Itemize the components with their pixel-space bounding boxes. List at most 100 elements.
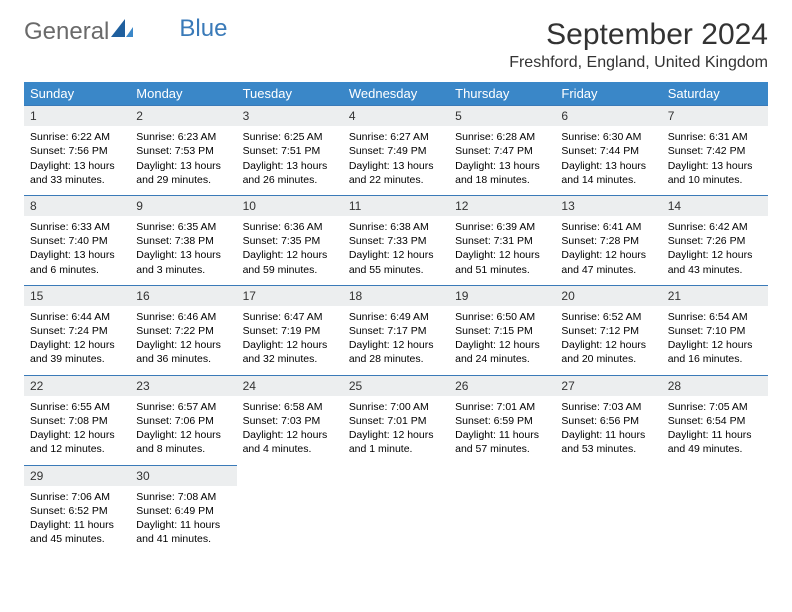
calendar-row: 29Sunrise: 7:06 AMSunset: 6:52 PMDayligh… xyxy=(24,465,768,555)
day-number: 5 xyxy=(449,105,555,126)
sunset-line: Sunset: 7:17 PM xyxy=(349,324,443,338)
day-body: Sunrise: 6:27 AMSunset: 7:49 PMDaylight:… xyxy=(343,126,449,195)
day-body: Sunrise: 7:06 AMSunset: 6:52 PMDaylight:… xyxy=(24,486,130,555)
logo-sail-icon xyxy=(111,18,133,46)
day-body: Sunrise: 6:57 AMSunset: 7:06 PMDaylight:… xyxy=(130,396,236,465)
daylight-line: Daylight: 12 hours and 55 minutes. xyxy=(349,248,443,276)
logo-text-general: General xyxy=(24,18,109,46)
daylight-line: Daylight: 12 hours and 32 minutes. xyxy=(243,338,337,366)
sunset-line: Sunset: 7:40 PM xyxy=(30,234,124,248)
day-header: Friday xyxy=(555,82,661,105)
calendar-cell xyxy=(555,465,661,555)
sunrise-line: Sunrise: 6:27 AM xyxy=(349,130,443,144)
sunrise-line: Sunrise: 7:01 AM xyxy=(455,400,549,414)
day-header: Saturday xyxy=(662,82,768,105)
daylight-line: Daylight: 12 hours and 24 minutes. xyxy=(455,338,549,366)
sunset-line: Sunset: 7:26 PM xyxy=(668,234,762,248)
daylight-line: Daylight: 11 hours and 57 minutes. xyxy=(455,428,549,456)
daylight-line: Daylight: 11 hours and 49 minutes. xyxy=(668,428,762,456)
daylight-line: Daylight: 13 hours and 33 minutes. xyxy=(30,159,124,187)
daylight-line: Daylight: 13 hours and 10 minutes. xyxy=(668,159,762,187)
sunset-line: Sunset: 6:54 PM xyxy=(668,414,762,428)
calendar-cell: 1Sunrise: 6:22 AMSunset: 7:56 PMDaylight… xyxy=(24,105,130,195)
calendar-cell: 24Sunrise: 6:58 AMSunset: 7:03 PMDayligh… xyxy=(237,375,343,465)
sunrise-line: Sunrise: 6:57 AM xyxy=(136,400,230,414)
sunrise-line: Sunrise: 6:55 AM xyxy=(30,400,124,414)
daylight-line: Daylight: 13 hours and 18 minutes. xyxy=(455,159,549,187)
day-body: Sunrise: 6:41 AMSunset: 7:28 PMDaylight:… xyxy=(555,216,661,285)
daylight-line: Daylight: 12 hours and 39 minutes. xyxy=(30,338,124,366)
day-header: Thursday xyxy=(449,82,555,105)
calendar-row: 22Sunrise: 6:55 AMSunset: 7:08 PMDayligh… xyxy=(24,375,768,465)
day-body: Sunrise: 6:50 AMSunset: 7:15 PMDaylight:… xyxy=(449,306,555,375)
sunrise-line: Sunrise: 6:39 AM xyxy=(455,220,549,234)
day-body: Sunrise: 6:30 AMSunset: 7:44 PMDaylight:… xyxy=(555,126,661,195)
calendar-row: 8Sunrise: 6:33 AMSunset: 7:40 PMDaylight… xyxy=(24,195,768,285)
sunrise-line: Sunrise: 6:54 AM xyxy=(668,310,762,324)
day-header: Monday xyxy=(130,82,236,105)
day-header: Sunday xyxy=(24,82,130,105)
daylight-line: Daylight: 12 hours and 28 minutes. xyxy=(349,338,443,366)
calendar-cell: 8Sunrise: 6:33 AMSunset: 7:40 PMDaylight… xyxy=(24,195,130,285)
day-number: 4 xyxy=(343,105,449,126)
daylight-line: Daylight: 11 hours and 45 minutes. xyxy=(30,518,124,546)
day-body: Sunrise: 7:00 AMSunset: 7:01 PMDaylight:… xyxy=(343,396,449,465)
sunset-line: Sunset: 7:53 PM xyxy=(136,144,230,158)
location-text: Freshford, England, United Kingdom xyxy=(509,54,768,72)
daylight-line: Daylight: 12 hours and 43 minutes. xyxy=(668,248,762,276)
day-number: 18 xyxy=(343,285,449,306)
sunrise-line: Sunrise: 6:35 AM xyxy=(136,220,230,234)
daylight-line: Daylight: 13 hours and 26 minutes. xyxy=(243,159,337,187)
daylight-line: Daylight: 12 hours and 4 minutes. xyxy=(243,428,337,456)
logo-text-blue: Blue xyxy=(179,15,227,43)
calendar-cell xyxy=(662,465,768,555)
sunrise-line: Sunrise: 6:31 AM xyxy=(668,130,762,144)
calendar-cell: 30Sunrise: 7:08 AMSunset: 6:49 PMDayligh… xyxy=(130,465,236,555)
day-header-row: SundayMondayTuesdayWednesdayThursdayFrid… xyxy=(24,82,768,105)
sunset-line: Sunset: 7:10 PM xyxy=(668,324,762,338)
day-number: 29 xyxy=(24,465,130,486)
calendar-table: SundayMondayTuesdayWednesdayThursdayFrid… xyxy=(24,82,768,554)
sunset-line: Sunset: 7:56 PM xyxy=(30,144,124,158)
calendar-cell: 28Sunrise: 7:05 AMSunset: 6:54 PMDayligh… xyxy=(662,375,768,465)
sunset-line: Sunset: 6:56 PM xyxy=(561,414,655,428)
day-body: Sunrise: 6:44 AMSunset: 7:24 PMDaylight:… xyxy=(24,306,130,375)
daylight-line: Daylight: 12 hours and 47 minutes. xyxy=(561,248,655,276)
sunrise-line: Sunrise: 6:23 AM xyxy=(136,130,230,144)
calendar-cell: 14Sunrise: 6:42 AMSunset: 7:26 PMDayligh… xyxy=(662,195,768,285)
day-number: 30 xyxy=(130,465,236,486)
sunrise-line: Sunrise: 6:42 AM xyxy=(668,220,762,234)
sunset-line: Sunset: 7:22 PM xyxy=(136,324,230,338)
daylight-line: Daylight: 12 hours and 51 minutes. xyxy=(455,248,549,276)
day-number: 20 xyxy=(555,285,661,306)
logo: General Blue xyxy=(24,18,227,46)
calendar-row: 1Sunrise: 6:22 AMSunset: 7:56 PMDaylight… xyxy=(24,105,768,195)
calendar-cell: 11Sunrise: 6:38 AMSunset: 7:33 PMDayligh… xyxy=(343,195,449,285)
day-body: Sunrise: 7:03 AMSunset: 6:56 PMDaylight:… xyxy=(555,396,661,465)
day-body: Sunrise: 6:33 AMSunset: 7:40 PMDaylight:… xyxy=(24,216,130,285)
sunrise-line: Sunrise: 6:47 AM xyxy=(243,310,337,324)
daylight-line: Daylight: 12 hours and 8 minutes. xyxy=(136,428,230,456)
day-body: Sunrise: 7:01 AMSunset: 6:59 PMDaylight:… xyxy=(449,396,555,465)
sunrise-line: Sunrise: 6:25 AM xyxy=(243,130,337,144)
calendar-cell xyxy=(343,465,449,555)
sunset-line: Sunset: 7:31 PM xyxy=(455,234,549,248)
sunset-line: Sunset: 7:42 PM xyxy=(668,144,762,158)
day-number: 26 xyxy=(449,375,555,396)
day-number: 6 xyxy=(555,105,661,126)
sunset-line: Sunset: 7:08 PM xyxy=(30,414,124,428)
sunrise-line: Sunrise: 6:50 AM xyxy=(455,310,549,324)
calendar-cell: 16Sunrise: 6:46 AMSunset: 7:22 PMDayligh… xyxy=(130,285,236,375)
daylight-line: Daylight: 11 hours and 41 minutes. xyxy=(136,518,230,546)
sunrise-line: Sunrise: 6:58 AM xyxy=(243,400,337,414)
sunrise-line: Sunrise: 7:00 AM xyxy=(349,400,443,414)
sunrise-line: Sunrise: 6:28 AM xyxy=(455,130,549,144)
calendar-cell: 29Sunrise: 7:06 AMSunset: 6:52 PMDayligh… xyxy=(24,465,130,555)
sunrise-line: Sunrise: 6:30 AM xyxy=(561,130,655,144)
day-number: 10 xyxy=(237,195,343,216)
daylight-line: Daylight: 13 hours and 14 minutes. xyxy=(561,159,655,187)
sunset-line: Sunset: 7:12 PM xyxy=(561,324,655,338)
day-number: 24 xyxy=(237,375,343,396)
sunset-line: Sunset: 6:59 PM xyxy=(455,414,549,428)
sunrise-line: Sunrise: 6:44 AM xyxy=(30,310,124,324)
